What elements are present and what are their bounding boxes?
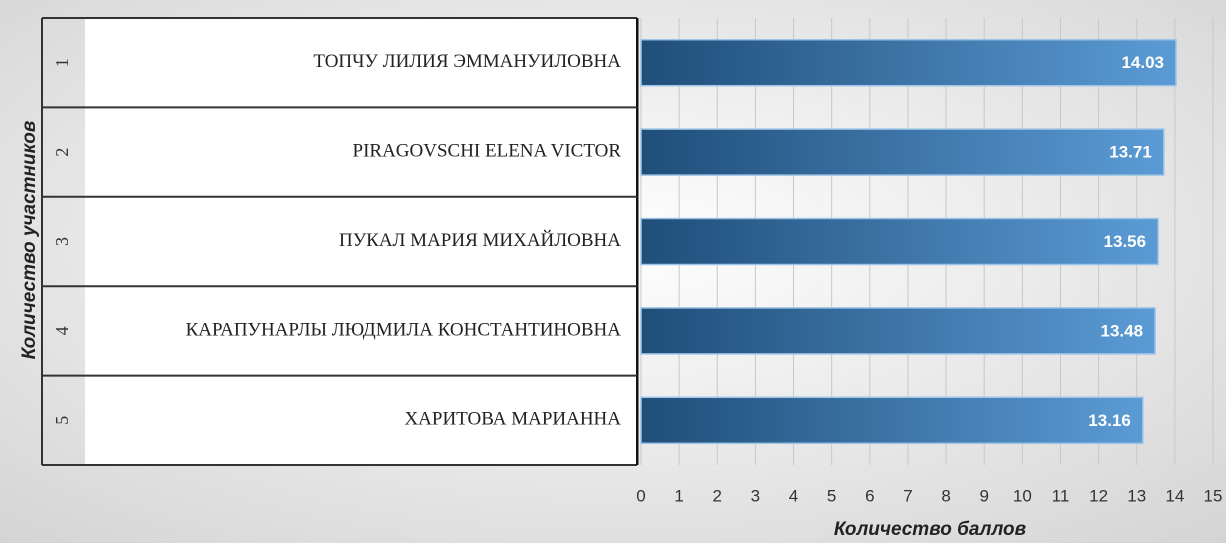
data-label: 14.03 [1121, 53, 1164, 72]
bar [640, 217, 1159, 266]
x-tick-label: 14 [1165, 486, 1184, 505]
x-tick-label: 11 [1052, 486, 1070, 505]
x-tick-label: 5 [827, 486, 836, 505]
x-tick-label: 3 [751, 486, 760, 505]
rank-label: 5 [52, 416, 72, 425]
x-tick-label: 1 [674, 486, 683, 505]
rank-label: 4 [52, 326, 72, 335]
category-label: PIRAGOVSCHI ELENA VICTOR [353, 140, 622, 161]
x-tick-label: 10 [1013, 486, 1032, 505]
name-column [85, 19, 636, 464]
y-axis-title: Количество участников [19, 121, 40, 360]
rank-label: 3 [52, 237, 72, 246]
bar [640, 128, 1165, 176]
data-label: 13.56 [1104, 232, 1147, 251]
category-label: ПУКАЛ МАРИЯ МИХАЙЛОВНА [339, 230, 621, 251]
data-label: 13.48 [1100, 321, 1143, 340]
category-label: ХАРИТОВА МАРИАННА [404, 409, 621, 430]
x-tick-label: 2 [713, 486, 722, 505]
data-label: 13.71 [1109, 143, 1152, 162]
x-tick-label: 9 [979, 486, 988, 505]
bar [640, 396, 1144, 445]
bar [640, 38, 1177, 87]
category-label: ТОПЧУ ЛИЛИЯ ЭММАНУИЛОВНА [313, 51, 621, 72]
rank-label: 1 [52, 58, 72, 67]
bar [640, 307, 1156, 355]
x-tick-label: 13 [1127, 486, 1146, 505]
rank-label: 2 [52, 148, 72, 157]
x-tick-label: 15 [1204, 486, 1223, 505]
x-tick-label: 0 [636, 486, 645, 505]
x-tick-label: 12 [1089, 486, 1108, 505]
category-label: КАРАПУНАРЛЫ ЛЮДМИЛА КОНСТАНТИНОВНА [186, 319, 622, 340]
x-tick-label: 4 [789, 486, 798, 505]
data-label: 13.16 [1088, 411, 1131, 430]
x-axis-title: Количество баллов [834, 519, 1026, 540]
x-tick-label: 6 [865, 486, 874, 505]
x-tick-label: 8 [941, 486, 950, 505]
x-tick-label: 7 [903, 486, 912, 505]
